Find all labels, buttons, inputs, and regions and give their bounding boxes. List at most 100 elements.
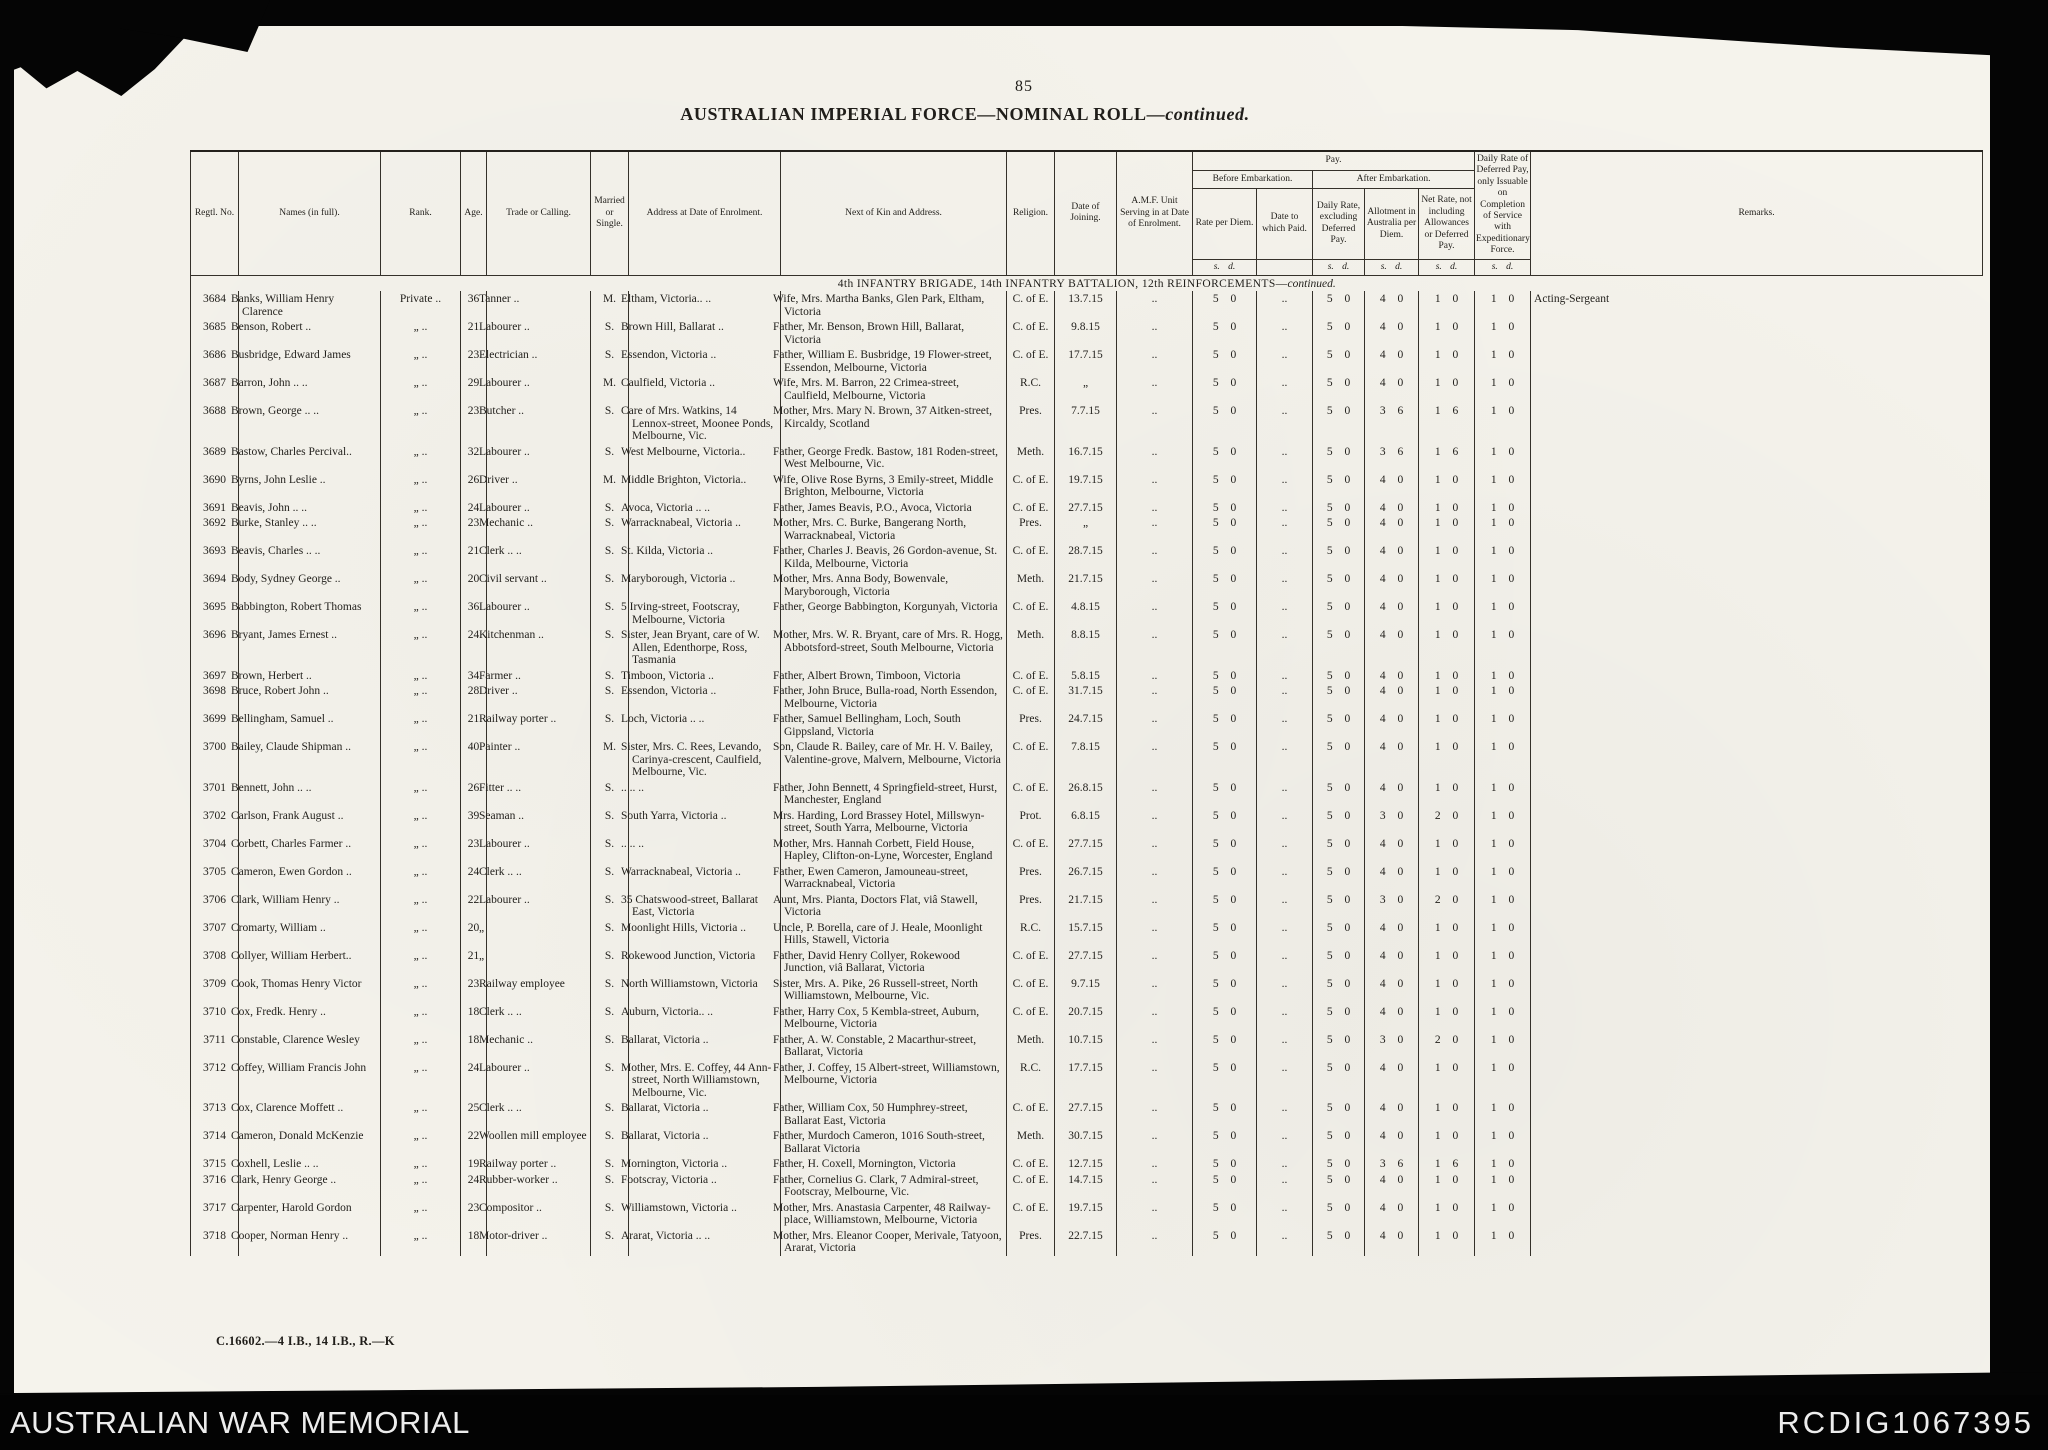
cell-name: Coxhell, Leslie .. .. [231, 1156, 381, 1172]
cell-deferred-pay: 1 0 [1474, 711, 1532, 740]
cell-daily-rate: 5 0 [1312, 319, 1365, 348]
cell-deferred-pay: 1 0 [1474, 291, 1532, 320]
cell-name: Barron, John .. .. [231, 375, 381, 404]
cell-date-of-joining: 4.8.15 [1054, 599, 1117, 628]
table-row: 3717 Carpenter, Harold Gordon „ .. 23 Compos… [190, 1199, 1983, 1228]
cell-amf-unit: .. [1116, 1199, 1193, 1228]
cell-address: Ararat, Victoria .. .. [621, 1227, 781, 1256]
cell-date-of-joining: 6.8.15 [1054, 807, 1117, 836]
cell-remarks [1530, 835, 1983, 864]
cell-next-of-kin: Father, George Babbington, Korgunyah, Vi… [773, 599, 1007, 628]
sd-net: s. d. [1417, 258, 1476, 276]
cell-net-rate: 1 0 [1417, 319, 1476, 348]
cell-name: Beavis, John .. .. [231, 499, 381, 516]
cell-trade: Kitchenman .. [479, 627, 591, 668]
cell-age: 24 [460, 1171, 487, 1200]
cell-next-of-kin: Father, Cornelius G. Clark, 7 Admiral-st… [773, 1171, 1007, 1200]
col-group-before-embarkation: Before Embarkation. [1192, 169, 1313, 190]
cell-allotment: 4 0 [1364, 1199, 1419, 1228]
col-regtl-no: Regtl. No. [190, 150, 239, 276]
cell-regtl-no: 3709 [190, 975, 239, 1004]
cell-address: Care of Mrs. Watkins, 14 Lennox-street, … [621, 403, 781, 444]
cell-trade: Labourer .. [479, 375, 591, 404]
cell-allotment: 3 6 [1364, 1156, 1419, 1172]
cell-daily-rate: 5 0 [1312, 975, 1365, 1004]
cell-rate-per-diem: 5 0 [1192, 499, 1257, 516]
cell-amf-unit: .. [1116, 627, 1193, 668]
table-row: 3705 Cameron, Ewen Gordon .. „ .. 24 Clerk .… [190, 863, 1983, 892]
cell-rate-per-diem: 5 0 [1192, 543, 1257, 572]
page-title-main: AUSTRALIAN IMPERIAL FORCE—NOMINAL ROLL— [680, 104, 1166, 124]
cell-address: Sister, Mrs. C. Rees, Levando, Carinya-c… [621, 739, 781, 780]
cell-date-to-which-paid: .. [1256, 571, 1313, 600]
cell-date-of-joining: 19.7.15 [1054, 1199, 1117, 1228]
cell-allotment: 4 0 [1364, 683, 1419, 712]
cell-daily-rate: 5 0 [1312, 919, 1365, 948]
cell-net-rate: 1 0 [1417, 499, 1476, 516]
cell-married-single: S. [590, 807, 629, 836]
cell-date-to-which-paid: .. [1256, 1156, 1313, 1172]
cell-rank: „ .. [380, 1199, 461, 1228]
cell-address: Mornington, Victoria .. [621, 1156, 781, 1172]
cell-next-of-kin: Father, Harry Cox, 5 Kembla-street, Aubu… [773, 1003, 1007, 1032]
cell-religion: C. of E. [1006, 543, 1055, 572]
cell-remarks [1530, 1100, 1983, 1129]
cell-date-of-joining: 7.7.15 [1054, 403, 1117, 444]
cell-religion: Pres. [1006, 515, 1055, 544]
cell-daily-rate: 5 0 [1312, 863, 1365, 892]
cell-amf-unit: .. [1116, 807, 1193, 836]
cell-deferred-pay: 1 0 [1474, 1156, 1532, 1172]
cell-date-to-which-paid: .. [1256, 1003, 1313, 1032]
cell-religion: C. of E. [1006, 471, 1055, 500]
cell-trade: Mechanic .. [479, 1031, 591, 1060]
cell-address: Ballarat, Victoria .. [621, 1128, 781, 1157]
cell-date-of-joining: „ [1054, 515, 1117, 544]
cell-daily-rate: 5 0 [1312, 947, 1365, 976]
footer-institution-label: AUSTRALIAN WAR MEMORIAL [10, 1405, 470, 1440]
cell-net-rate: 1 6 [1417, 1156, 1476, 1172]
cell-amf-unit: .. [1116, 319, 1193, 348]
cell-regtl-no: 3694 [190, 571, 239, 600]
cell-net-rate: 2 0 [1417, 891, 1476, 920]
cell-amf-unit: .. [1116, 1171, 1193, 1200]
cell-amf-unit: .. [1116, 863, 1193, 892]
table-row: 3684 Banks, William Henry Clarence Private… [190, 291, 1983, 320]
cell-daily-rate: 5 0 [1312, 779, 1365, 808]
cell-date-of-joining: 7.8.15 [1054, 739, 1117, 780]
cell-rate-per-diem: 5 0 [1192, 319, 1257, 348]
cell-regtl-no: 3684 [190, 291, 239, 320]
cell-rank: „ .. [380, 739, 461, 780]
sd-date-paid [1256, 258, 1313, 276]
cell-rank: „ .. [380, 947, 461, 976]
cell-daily-rate: 5 0 [1312, 499, 1365, 516]
cell-name: Bailey, Claude Shipman .. [231, 739, 381, 780]
cell-name: Cameron, Ewen Gordon .. [231, 863, 381, 892]
cell-married-single: M. [590, 375, 629, 404]
cell-date-of-joining: 8.8.15 [1054, 627, 1117, 668]
scan-edge-bottom [0, 1372, 2048, 1396]
cell-remarks [1530, 347, 1983, 376]
cell-regtl-no: 3696 [190, 627, 239, 668]
cell-net-rate: 1 0 [1417, 835, 1476, 864]
cell-date-of-joining: 26.7.15 [1054, 863, 1117, 892]
cell-allotment: 4 0 [1364, 627, 1419, 668]
cell-allotment: 3 0 [1364, 891, 1419, 920]
cell-address: Ballarat, Victoria .. [621, 1100, 781, 1129]
cell-daily-rate: 5 0 [1312, 375, 1365, 404]
cell-regtl-no: 3714 [190, 1128, 239, 1157]
cell-regtl-no: 3689 [190, 443, 239, 472]
col-rate-per-diem: Rate per Diem. [1192, 188, 1257, 260]
cell-next-of-kin: Father, William E. Busbridge, 19 Flower-… [773, 347, 1007, 376]
cell-rate-per-diem: 5 0 [1192, 863, 1257, 892]
cell-rate-per-diem: 5 0 [1192, 683, 1257, 712]
cell-remarks [1530, 683, 1983, 712]
table-row: 3713 Cox, Clarence Moffett .. „ .. 25 Clerk … [190, 1100, 1983, 1129]
cell-trade: Labourer .. [479, 599, 591, 628]
cell-allotment: 4 0 [1364, 599, 1419, 628]
col-deferred-pay: Daily Rate of Deferred Pay, only Issuabl… [1474, 150, 1532, 260]
cell-deferred-pay: 1 0 [1474, 667, 1532, 684]
cell-religion: Pres. [1006, 403, 1055, 444]
cell-address: Caulfield, Victoria .. [621, 375, 781, 404]
cell-trade: Rubber-worker .. [479, 1171, 591, 1200]
cell-remarks [1530, 975, 1983, 1004]
